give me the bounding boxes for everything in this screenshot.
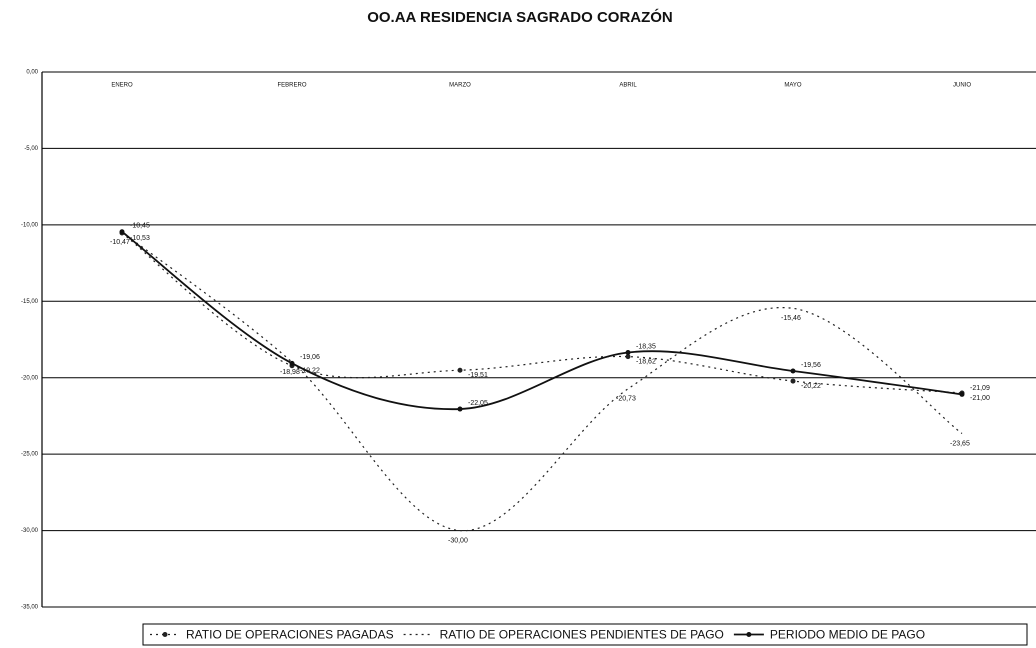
x-tick-label: MARZO — [449, 83, 471, 89]
data-label: -19,22 — [300, 368, 320, 375]
data-label: -19,56 — [801, 362, 821, 369]
chart-title: OO.AA RESIDENCIA SAGRADO CORAZÓN — [367, 8, 673, 26]
data-point — [457, 367, 463, 373]
data-point — [289, 360, 295, 366]
data-point — [959, 391, 965, 397]
y-tick-label: -20,00 — [21, 375, 39, 381]
y-tick-label: 0,00 — [26, 70, 38, 76]
x-tick-label: ABRIL — [619, 83, 637, 89]
data-point — [457, 406, 463, 412]
x-tick-label: ENERO — [111, 83, 133, 89]
data-point — [625, 354, 631, 360]
series-line — [121, 232, 963, 394]
data-label: -10,53 — [130, 235, 150, 242]
y-tick-label: -10,00 — [21, 222, 39, 228]
x-tick-label: MAYO — [784, 83, 802, 89]
x-tick-label: JUNIO — [953, 83, 971, 89]
data-label: -19,06 — [300, 354, 320, 361]
legend-marker — [162, 632, 168, 637]
data-label: -21,09 — [970, 385, 990, 392]
y-tick-label: -35,00 — [21, 605, 39, 611]
data-label: -20,73 — [616, 396, 636, 403]
legend-label: RATIO DE OPERACIONES PENDIENTES DE PAGO — [440, 628, 724, 642]
data-point — [790, 378, 796, 384]
series-line — [121, 231, 963, 532]
data-label: -22,05 — [468, 400, 488, 407]
data-label: -20,22 — [801, 383, 821, 390]
legend-label: RATIO DE OPERACIONES PAGADAS — [186, 628, 394, 642]
series-line — [121, 231, 963, 411]
data-label: -19,51 — [468, 372, 488, 379]
x-tick-label: FEBRERO — [277, 83, 306, 89]
data-label: -18,98 — [280, 369, 300, 376]
data-label: -10,45 — [130, 223, 150, 230]
data-label: -21,00 — [970, 395, 990, 402]
legend-label: PERIODO MEDIO DE PAGO — [770, 628, 925, 642]
data-label: -23,65 — [950, 440, 970, 447]
data-label: -18,62 — [636, 358, 656, 365]
y-tick-label: -30,00 — [21, 528, 39, 534]
y-tick-label: -5,00 — [24, 146, 38, 152]
data-point — [119, 229, 125, 235]
data-point — [625, 349, 631, 355]
data-label: -15,46 — [781, 315, 801, 322]
data-label: -30,00 — [448, 537, 468, 544]
data-point — [790, 368, 796, 374]
legend-marker — [746, 632, 752, 637]
data-label: -10,47 — [110, 239, 130, 246]
legend-box — [142, 623, 1028, 646]
y-tick-label: -25,00 — [21, 452, 39, 458]
y-tick-label: -15,00 — [21, 299, 39, 305]
data-label: -18,35 — [636, 343, 656, 350]
